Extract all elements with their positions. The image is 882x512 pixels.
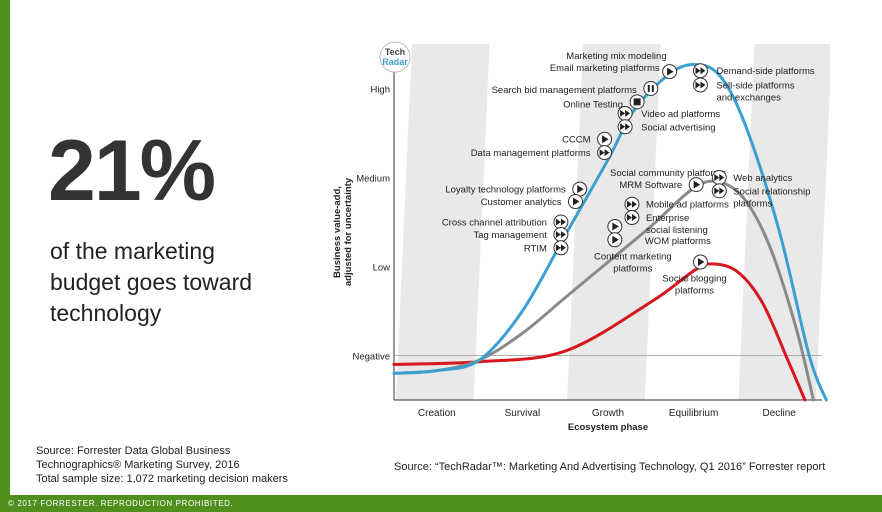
technology-label: Social blogging	[662, 274, 726, 285]
technology-label: WOM platforms	[645, 236, 711, 247]
x-axis-title: Ecosystem phase	[568, 422, 648, 433]
technology-marker	[688, 177, 704, 193]
technology-marker	[692, 77, 708, 93]
techradar-logo: TechRadar	[379, 41, 411, 73]
technology-label: CCCM	[562, 135, 591, 146]
phase-band	[396, 44, 490, 400]
technology-label: Mobile ad platforms	[646, 200, 729, 211]
technology-label: Demand-side platforms	[716, 66, 814, 77]
series-line-low	[392, 262, 807, 402]
survey-source: Source: Forrester Data Global Business T…	[36, 444, 288, 486]
x-tick-label: Survival	[505, 408, 541, 419]
technology-label: Social relationship	[733, 186, 810, 197]
svg-text:Tech: Tech	[385, 47, 405, 57]
survey-source-line: Total sample size: 1,072 marketing decis…	[36, 473, 288, 485]
technology-label: platforms	[675, 286, 714, 297]
technology-label: Search bid management platforms	[492, 85, 637, 96]
technology-marker	[711, 183, 727, 199]
technology-marker	[617, 105, 633, 121]
technology-marker	[572, 181, 588, 197]
technology-marker	[607, 218, 623, 234]
technology-marker	[662, 64, 678, 80]
technology-marker	[617, 119, 633, 135]
technology-label: Enterprise	[646, 213, 689, 224]
technology-marker	[629, 94, 645, 110]
technology-label: social listening	[646, 225, 708, 236]
survey-source-line: Source: Forrester Data Global Business	[36, 445, 231, 457]
headline-text: of the marketing budget goes toward tech…	[50, 238, 253, 326]
survey-source-line: Technographics® Marketing Survey, 2016	[36, 459, 240, 471]
technology-label: Social community platforms	[610, 168, 726, 179]
technology-marker	[624, 196, 640, 212]
technology-label: Tag management	[473, 230, 547, 241]
headline-stat: 21%	[48, 123, 216, 219]
y-tick-label: High	[370, 85, 390, 96]
technology-label: Email marketing platforms	[550, 63, 660, 74]
technology-label: Web analytics	[733, 173, 792, 184]
technology-label: RTIM	[524, 243, 547, 254]
x-tick-label: Growth	[592, 408, 624, 419]
technology-label: Content marketing	[594, 251, 672, 262]
technology-marker	[597, 145, 613, 161]
svg-text:Radar: Radar	[382, 57, 408, 67]
technology-marker	[553, 226, 569, 242]
technology-label: Data management platforms	[471, 148, 591, 159]
copyright-footer: © 2017 FORRESTER. REPRODUCTION PROHIBITE…	[0, 495, 882, 512]
technology-label: Video ad platforms	[641, 109, 720, 120]
technology-marker	[711, 170, 727, 185]
techradar-chart: Negative Low Medium High Creation Survival Gro…	[332, 41, 830, 433]
technology-label: platforms	[733, 198, 772, 209]
y-tick-label: Negative	[353, 352, 391, 363]
phase-band	[738, 44, 830, 400]
technology-label: Loyalty technology platforms	[445, 185, 566, 196]
accent-bar	[0, 0, 10, 495]
x-tick-label: Equilibrium	[669, 408, 718, 419]
report-source: Source: “TechRadar™: Marketing And Adver…	[394, 461, 826, 473]
technology-marker	[553, 214, 569, 230]
technology-label: platforms	[613, 263, 652, 274]
technology-marker	[643, 81, 659, 96]
x-tick-label: Decline	[763, 408, 797, 419]
technology-label: Cross channel attribution	[442, 218, 547, 229]
technology-label: and exchanges	[716, 92, 781, 103]
y-axis-title: Business value-add,adjusted for uncertai…	[332, 177, 354, 286]
technology-label: Online Testing	[563, 99, 623, 110]
technology-marker	[692, 63, 708, 79]
technology-label: Marketing mix modeling	[566, 51, 666, 62]
technology-label: Customer analytics	[481, 197, 562, 208]
technology-marker	[553, 240, 569, 256]
technology-marker	[597, 131, 613, 147]
technology-label: MRM Software	[619, 180, 682, 191]
technology-marker	[607, 232, 623, 248]
y-tick-label: Medium	[356, 174, 390, 185]
technology-label: Sell-side platforms	[716, 80, 794, 91]
technology-marker	[692, 254, 708, 270]
technology-label: Social advertising	[641, 122, 715, 133]
y-tick-label: Low	[373, 263, 391, 274]
x-tick-label: Creation	[418, 408, 456, 419]
technology-marker	[567, 194, 583, 210]
technology-marker	[624, 210, 640, 226]
